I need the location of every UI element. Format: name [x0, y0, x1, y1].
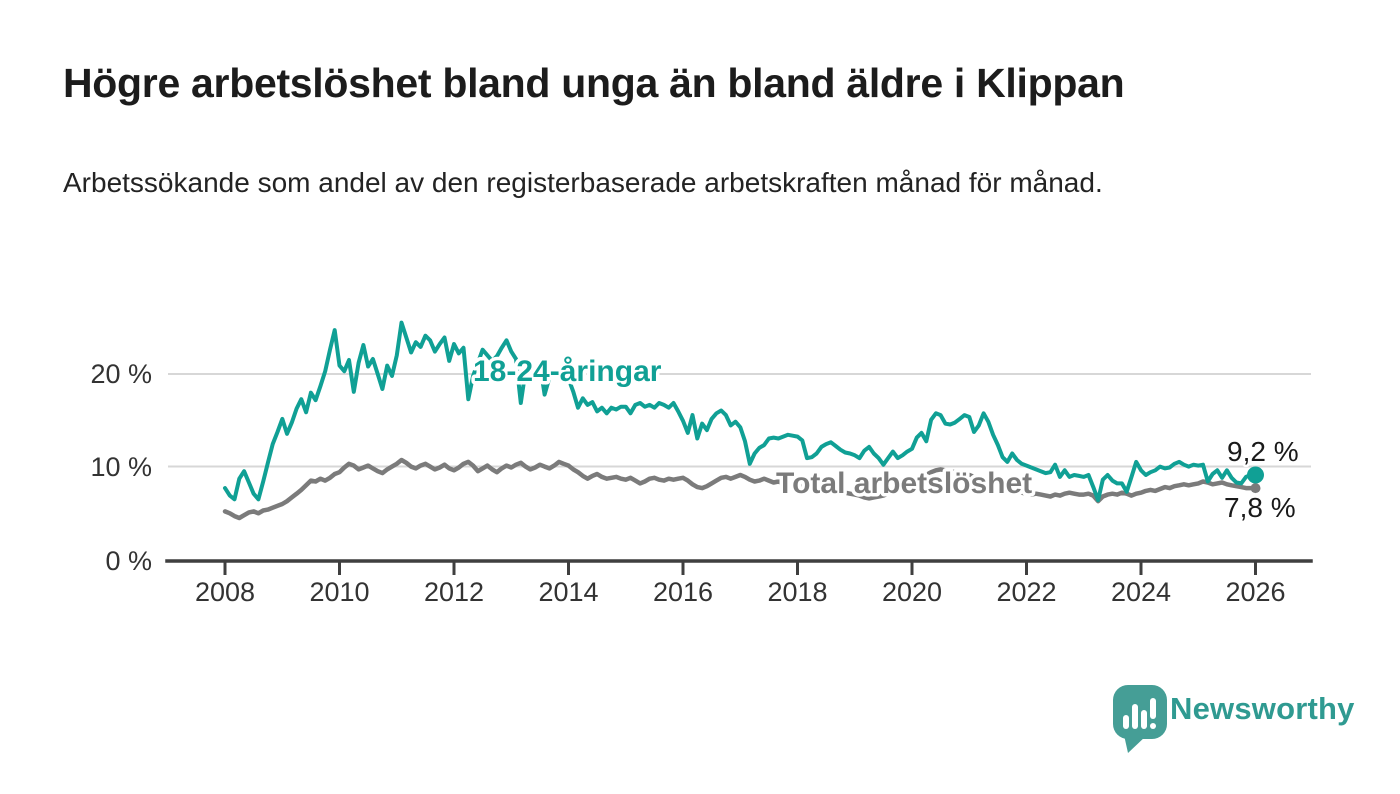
x-tick-label-2026: 2026 [1225, 577, 1285, 607]
x-tick-label-2020: 2020 [882, 577, 942, 607]
page-title: Högre arbetslöshet bland unga än bland ä… [63, 60, 1125, 106]
x-axis-labels: 2008 2010 2012 2014 2016 2018 2020 2022 … [195, 577, 1286, 607]
latest-point-total [1250, 483, 1261, 494]
series-line-18-24 [223, 320, 1258, 503]
logo-bar-chart-icon [1123, 698, 1156, 729]
newsworthy-logo-icon [1113, 685, 1167, 753]
page-subtitle: Arbetssökande som andel av den registerb… [63, 167, 1103, 198]
gridlines [168, 373, 1311, 468]
x-tick-label-2012: 2012 [424, 577, 484, 607]
x-tick-label-2008: 2008 [195, 577, 255, 607]
chart-annotations: 18-24-åringar Total arbetslöshet 9,2 % 7… [470, 352, 1302, 526]
series-label-young: 18-24-åringar [473, 355, 662, 388]
end-value-label-young: 9,2 % [1227, 436, 1299, 467]
y-tick-label-20: 20 % [90, 359, 152, 389]
latest-point-young [1247, 466, 1264, 484]
x-tick-label-2024: 2024 [1111, 577, 1171, 607]
x-tick-label-2016: 2016 [653, 577, 713, 607]
x-tick-label-2018: 2018 [767, 577, 827, 607]
x-tick-label-2022: 2022 [996, 577, 1056, 607]
brand-wordmark: Newsworthy [1170, 691, 1355, 726]
x-tick-label-2010: 2010 [309, 577, 369, 607]
end-value-label-total: 7,8 % [1224, 492, 1296, 523]
series-label-total: Total arbetslöshet [776, 467, 1032, 500]
y-tick-label-0: 0 % [105, 546, 152, 576]
series-line-total [222, 457, 1258, 521]
series-lines [222, 320, 1264, 521]
y-axis-labels: 0 % 10 % 20 % [90, 359, 152, 576]
y-tick-label-10: 10 % [90, 452, 152, 482]
logo-bubble [1113, 685, 1167, 739]
x-tick-label-2014: 2014 [538, 577, 598, 607]
logo-bubble-tail [1124, 735, 1147, 753]
x-axis-ticks [223, 562, 1257, 575]
